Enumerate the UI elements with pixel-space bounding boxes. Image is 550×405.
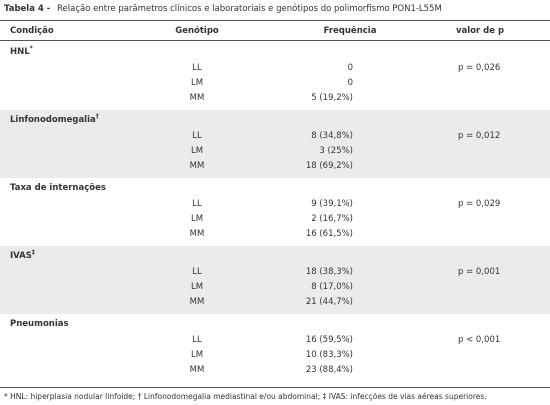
genotype: LL xyxy=(192,131,202,141)
frequency: 0 xyxy=(347,63,353,73)
footnote: * HNL: hiperplasia nodular linfoide; † L… xyxy=(4,392,487,401)
condition: Linfonodomegalia† xyxy=(10,114,99,126)
p-value: p < 0,001 xyxy=(458,335,501,345)
frequency: 2 (16,7%) xyxy=(311,214,353,224)
condition-name: IVAS xyxy=(10,251,32,261)
header-cell: Genótipo xyxy=(175,26,219,36)
frequency: 16 (59,5%) xyxy=(305,335,353,345)
p-value: p = 0,029 xyxy=(458,199,501,209)
genotype: MM xyxy=(189,93,205,103)
frequency: 8 (17,0%) xyxy=(311,282,353,292)
top-rule xyxy=(0,20,550,21)
group-band xyxy=(0,110,550,178)
frequency: 8 (34,8%) xyxy=(311,131,353,141)
frequency: 3 (25%) xyxy=(319,146,353,156)
frequency: 18 (69,2%) xyxy=(305,161,353,171)
condition: Pneumonias xyxy=(10,318,69,330)
header-cell: Frequência xyxy=(323,26,377,36)
condition-name: Linfonodomegalia xyxy=(10,115,96,125)
genotype: LL xyxy=(192,335,202,345)
frequency: 23 (88,4%) xyxy=(305,365,353,375)
frequency: 10 (83,3%) xyxy=(305,350,353,360)
frequency: 5 (19,2%) xyxy=(311,93,353,103)
group-band xyxy=(0,246,550,314)
condition-mark: † xyxy=(95,113,99,120)
header-cell: Condição xyxy=(10,26,54,36)
group-band xyxy=(0,42,550,110)
frequency: 0 xyxy=(347,78,353,88)
caption-label: Tabela 4 - xyxy=(4,4,51,14)
group-band xyxy=(0,178,550,246)
condition: IVAS‡ xyxy=(10,250,35,262)
p-value: p = 0,026 xyxy=(458,63,501,73)
p-value: p = 0,012 xyxy=(458,131,501,141)
genotype: MM xyxy=(189,365,205,375)
header-rule xyxy=(0,40,550,41)
condition: HNL* xyxy=(10,46,33,58)
genotype: LM xyxy=(190,282,204,292)
genotype: LM xyxy=(190,350,204,360)
frequency: 18 (38,3%) xyxy=(305,267,353,277)
condition-name: Taxa de internações xyxy=(10,183,106,193)
caption: Tabela 4 - Relação entre parâmetros clín… xyxy=(4,3,442,15)
genotype: MM xyxy=(189,229,205,239)
frequency: 21 (44,7%) xyxy=(305,297,353,307)
bottom-rule xyxy=(0,387,550,388)
genotype: MM xyxy=(189,161,205,171)
condition-mark: * xyxy=(29,45,33,52)
genotype: LL xyxy=(192,63,202,73)
genotype: LL xyxy=(192,267,202,277)
condition-name: HNL xyxy=(10,47,30,57)
frequency: 16 (61,5%) xyxy=(305,229,353,239)
genotype: LL xyxy=(192,199,202,209)
genotype: MM xyxy=(189,297,205,307)
condition: Taxa de internações xyxy=(10,182,106,194)
header-cell: valor de p xyxy=(455,26,505,36)
condition-name: Pneumonias xyxy=(10,319,69,329)
caption-text: Relação entre parâmetros clínicos e labo… xyxy=(57,4,442,14)
condition-mark: ‡ xyxy=(31,249,35,256)
genotype: LM xyxy=(190,146,204,156)
genotype: LM xyxy=(190,214,204,224)
frequency: 9 (39,1%) xyxy=(311,199,353,209)
group-band xyxy=(0,314,550,382)
genotype: LM xyxy=(190,78,204,88)
p-value: p = 0,001 xyxy=(458,267,501,277)
